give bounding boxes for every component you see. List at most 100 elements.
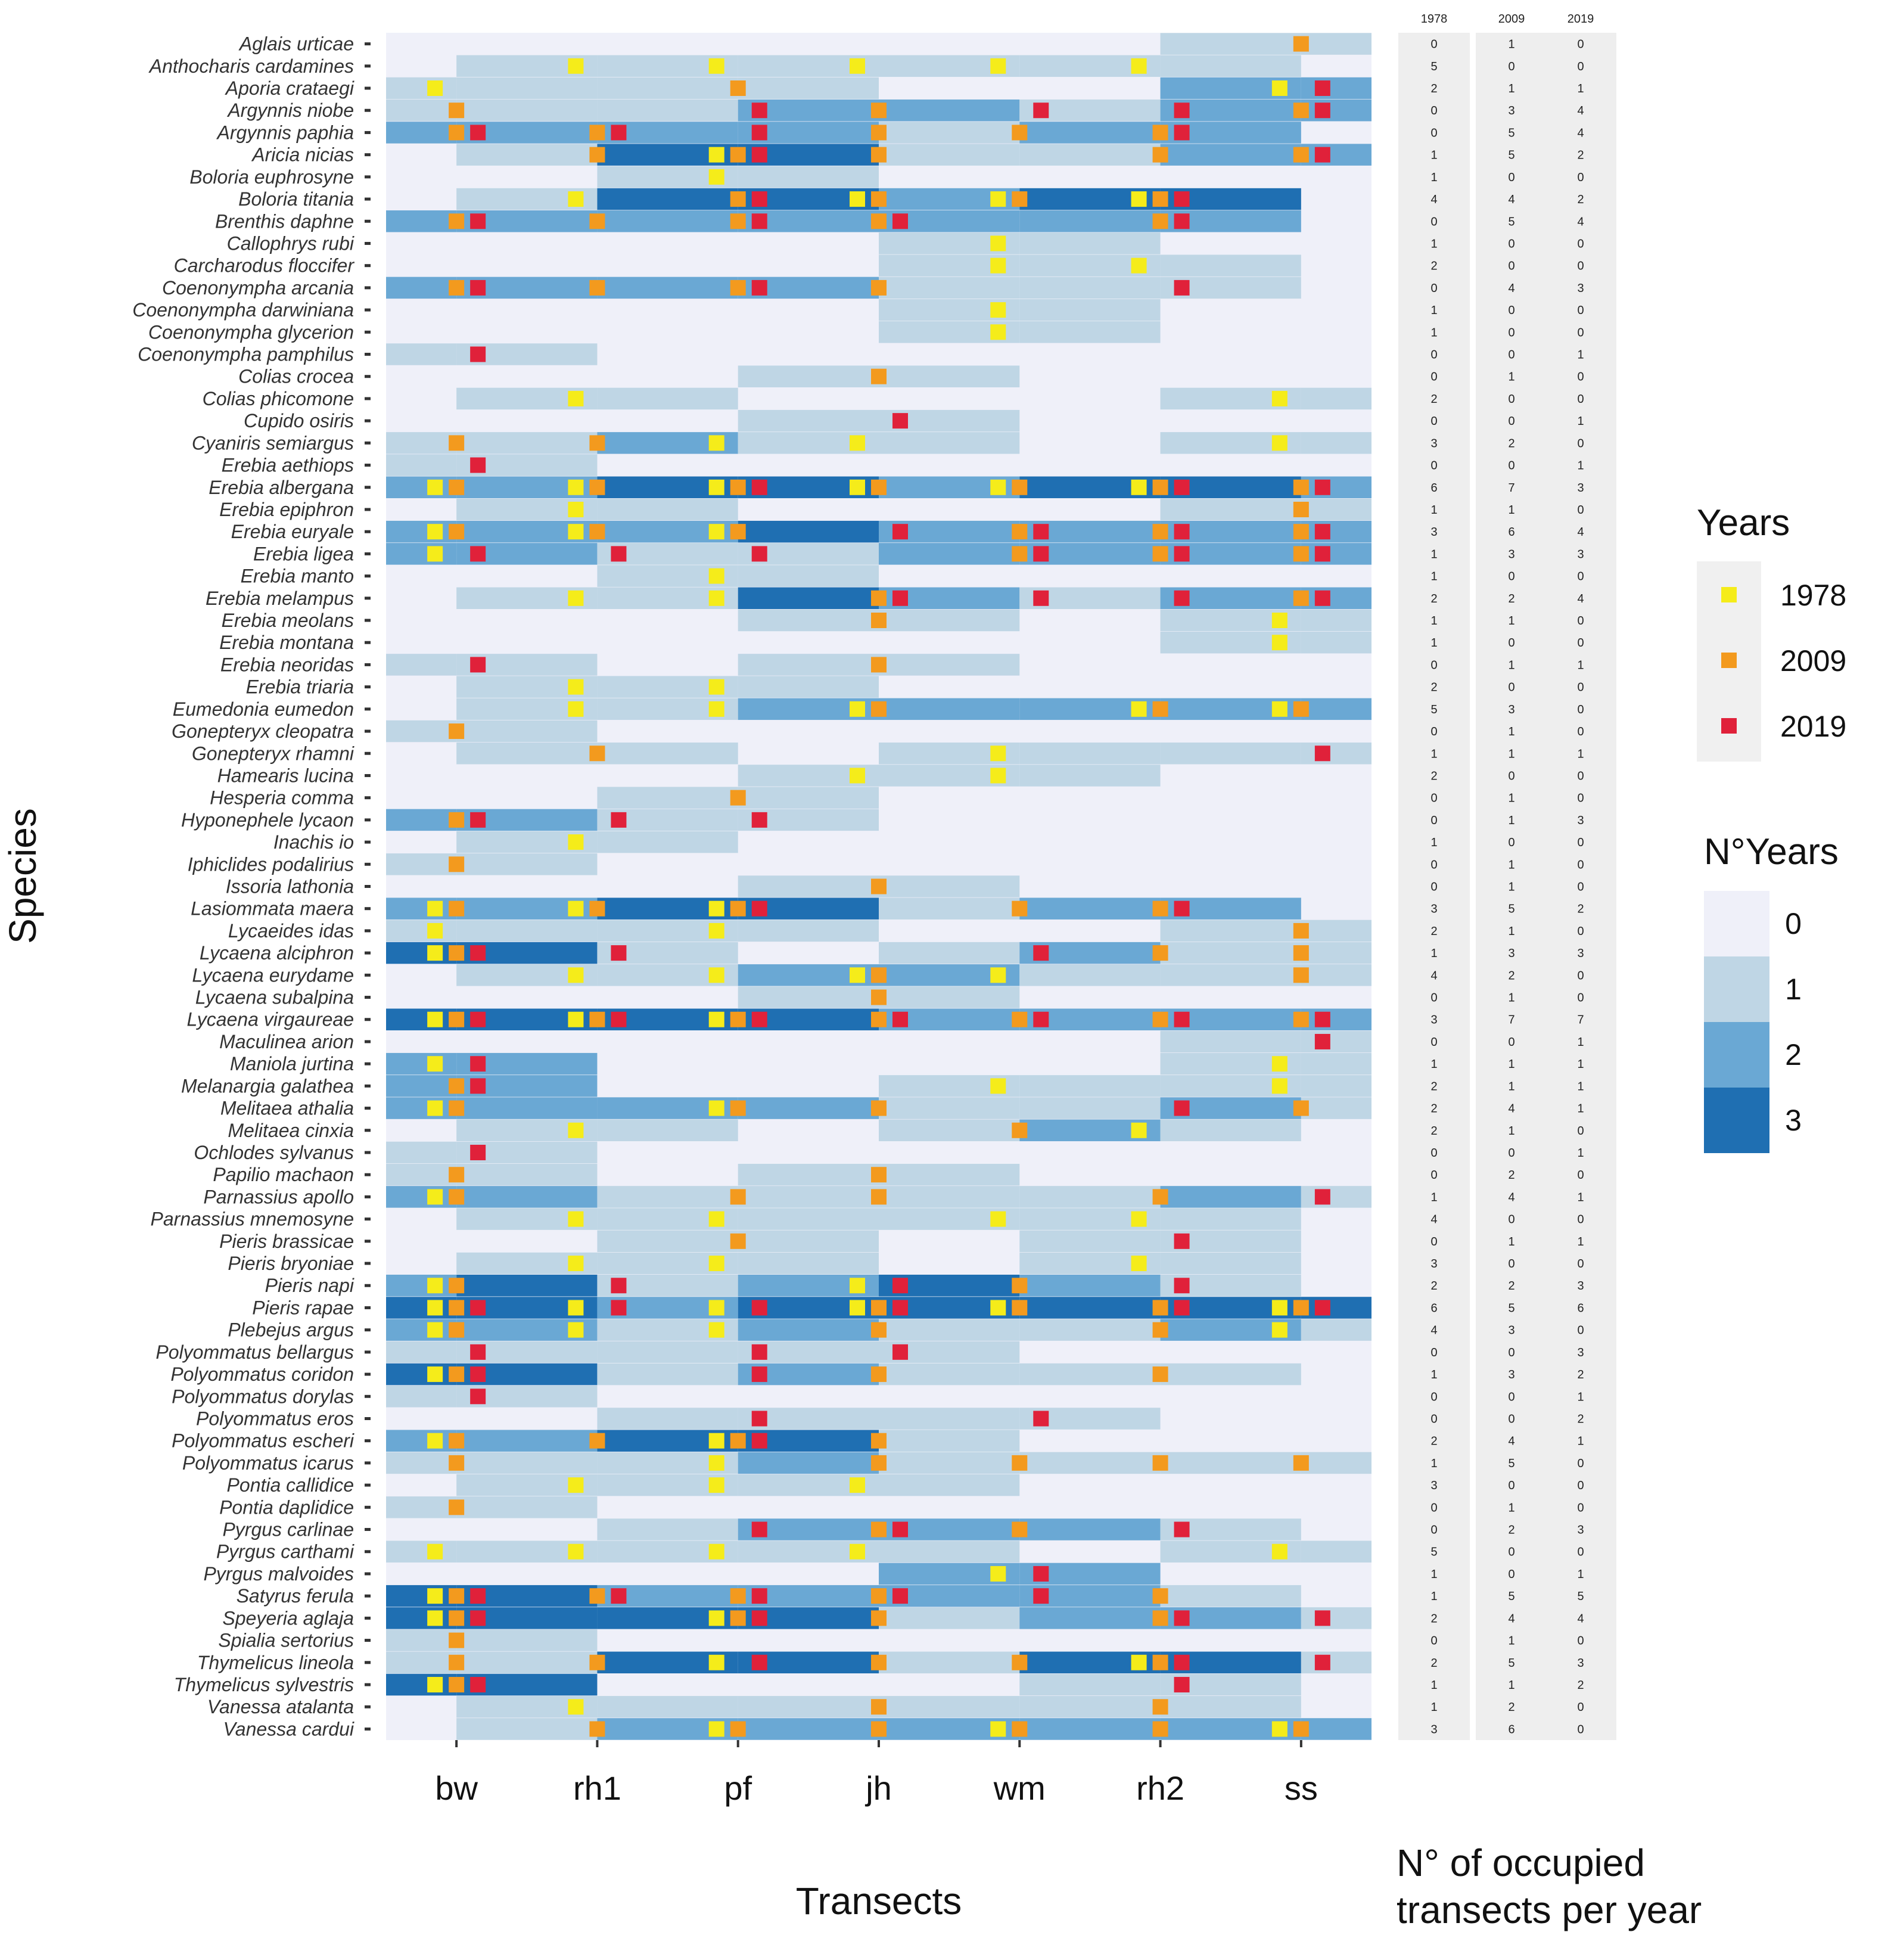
count-value: 5	[1508, 126, 1514, 139]
count-value: 7	[1577, 1014, 1584, 1027]
year-mark-1978	[850, 58, 865, 74]
year-mark-2019	[751, 546, 767, 562]
count-value: 2	[1508, 1701, 1514, 1714]
count-value: 2	[1430, 1435, 1437, 1448]
heat-cell	[879, 609, 1020, 632]
year-mark-2009	[449, 1011, 465, 1027]
count-value: 2	[1508, 592, 1514, 605]
count-value: 1	[1577, 1390, 1584, 1403]
count-value: 3	[1577, 1346, 1584, 1359]
heat-cell	[597, 1363, 738, 1386]
count-value: 5	[1430, 60, 1437, 73]
species-label: Parnassius apollo	[203, 1186, 354, 1207]
heat-cell	[1019, 1186, 1161, 1208]
species-label: Lycaeides idas	[228, 920, 354, 942]
count-value: 2	[1430, 769, 1437, 782]
heat-cell	[1301, 432, 1371, 454]
heat-cell	[1160, 1119, 1301, 1142]
heat-cell	[456, 853, 598, 875]
heat-cell	[1301, 1008, 1371, 1030]
year-mark-2009	[589, 900, 605, 917]
year-mark-1978	[1271, 701, 1287, 717]
year-mark-2009	[1152, 147, 1168, 163]
legend-year-swatch-1978	[1721, 587, 1737, 602]
year-mark-2019	[1314, 1011, 1330, 1027]
year-mark-2019	[470, 1389, 486, 1405]
year-mark-2009	[1152, 213, 1168, 229]
count-value: 5	[1430, 703, 1437, 716]
heat-cell	[386, 343, 457, 365]
year-mark-2009	[1152, 1654, 1168, 1670]
heat-cell	[738, 920, 879, 942]
legend-year-label: 2019	[1780, 710, 1846, 743]
year-mark-2009	[1012, 1654, 1028, 1670]
heat-cell	[456, 1651, 598, 1674]
year-mark-2009	[449, 1078, 465, 1094]
heat-cell	[1301, 743, 1371, 765]
year-mark-1978	[568, 679, 584, 695]
heat-cell	[386, 1651, 457, 1674]
count-value: 3	[1577, 548, 1584, 561]
year-mark-1978	[990, 479, 1006, 495]
count-value: 1	[1577, 747, 1584, 760]
count-value: 2	[1430, 592, 1437, 605]
year-mark-2009	[1293, 967, 1309, 983]
count-header-1978: 1978	[1421, 13, 1448, 26]
year-mark-2009	[449, 1610, 465, 1626]
species-label: Maculinea arion	[219, 1031, 354, 1052]
count-value: 1	[1430, 504, 1437, 517]
heat-cell	[386, 1075, 457, 1097]
heat-cell	[879, 543, 1020, 565]
heat-cell	[1160, 1363, 1301, 1386]
heat-cell	[456, 1629, 598, 1651]
count-value: 0	[1577, 38, 1584, 51]
heat-cell	[879, 1474, 1020, 1496]
count-value: 0	[1430, 104, 1437, 117]
count-value: 0	[1430, 282, 1437, 295]
heat-cell	[386, 520, 457, 543]
heat-cell	[1160, 1030, 1301, 1053]
year-mark-2009	[449, 1433, 465, 1449]
heat-cell	[1019, 743, 1161, 765]
heat-cell	[879, 897, 1020, 920]
year-mark-2009	[1293, 945, 1309, 961]
count-value: 0	[1577, 326, 1584, 339]
heat-cell	[1019, 277, 1161, 299]
heat-cell	[1301, 1319, 1371, 1341]
year-mark-2009	[449, 1366, 465, 1383]
legend-nyears-swatch-3	[1704, 1088, 1769, 1153]
heat-cell	[1301, 33, 1371, 55]
year-mark-1978	[708, 1455, 724, 1471]
heat-cell	[1019, 122, 1161, 144]
count-value: 2	[1430, 1279, 1437, 1293]
year-mark-1978	[568, 1300, 584, 1316]
species-label: Maniola jurtina	[230, 1053, 354, 1074]
count-value: 0	[1508, 769, 1514, 782]
count-value: 1	[1430, 1590, 1437, 1603]
count-value: 1	[1508, 881, 1514, 894]
year-mark-1978	[427, 1322, 443, 1338]
heat-cell	[879, 1452, 1020, 1474]
legend: Years 1978 2009 2019 N°Years 0 1 2 3	[1697, 502, 1846, 1153]
year-mark-1978	[1131, 1211, 1147, 1227]
year-mark-1978	[990, 302, 1006, 318]
year-mark-1978	[427, 1056, 443, 1072]
year-mark-1978	[568, 1322, 584, 1338]
count-value: 5	[1508, 1302, 1514, 1315]
year-mark-1978	[568, 1699, 584, 1715]
count-value: 4	[1577, 104, 1584, 117]
species-label: Erebia epiphron	[219, 499, 354, 520]
year-mark-2019	[751, 812, 767, 828]
count-value: 4	[1577, 215, 1584, 228]
year-mark-2009	[871, 1521, 887, 1537]
species-label: Cyaniris semiargus	[192, 432, 354, 453]
year-mark-2009	[1152, 1300, 1168, 1316]
species-label: Erebia triaria	[246, 676, 354, 698]
heat-cell	[1301, 698, 1371, 720]
species-label: Vanessa cardui	[223, 1718, 354, 1740]
count-value: 1	[1577, 1102, 1584, 1116]
heat-cell	[386, 1008, 457, 1030]
count-value: 1	[1577, 459, 1584, 473]
count-value: 4	[1508, 1435, 1514, 1448]
year-mark-2009	[589, 746, 605, 762]
